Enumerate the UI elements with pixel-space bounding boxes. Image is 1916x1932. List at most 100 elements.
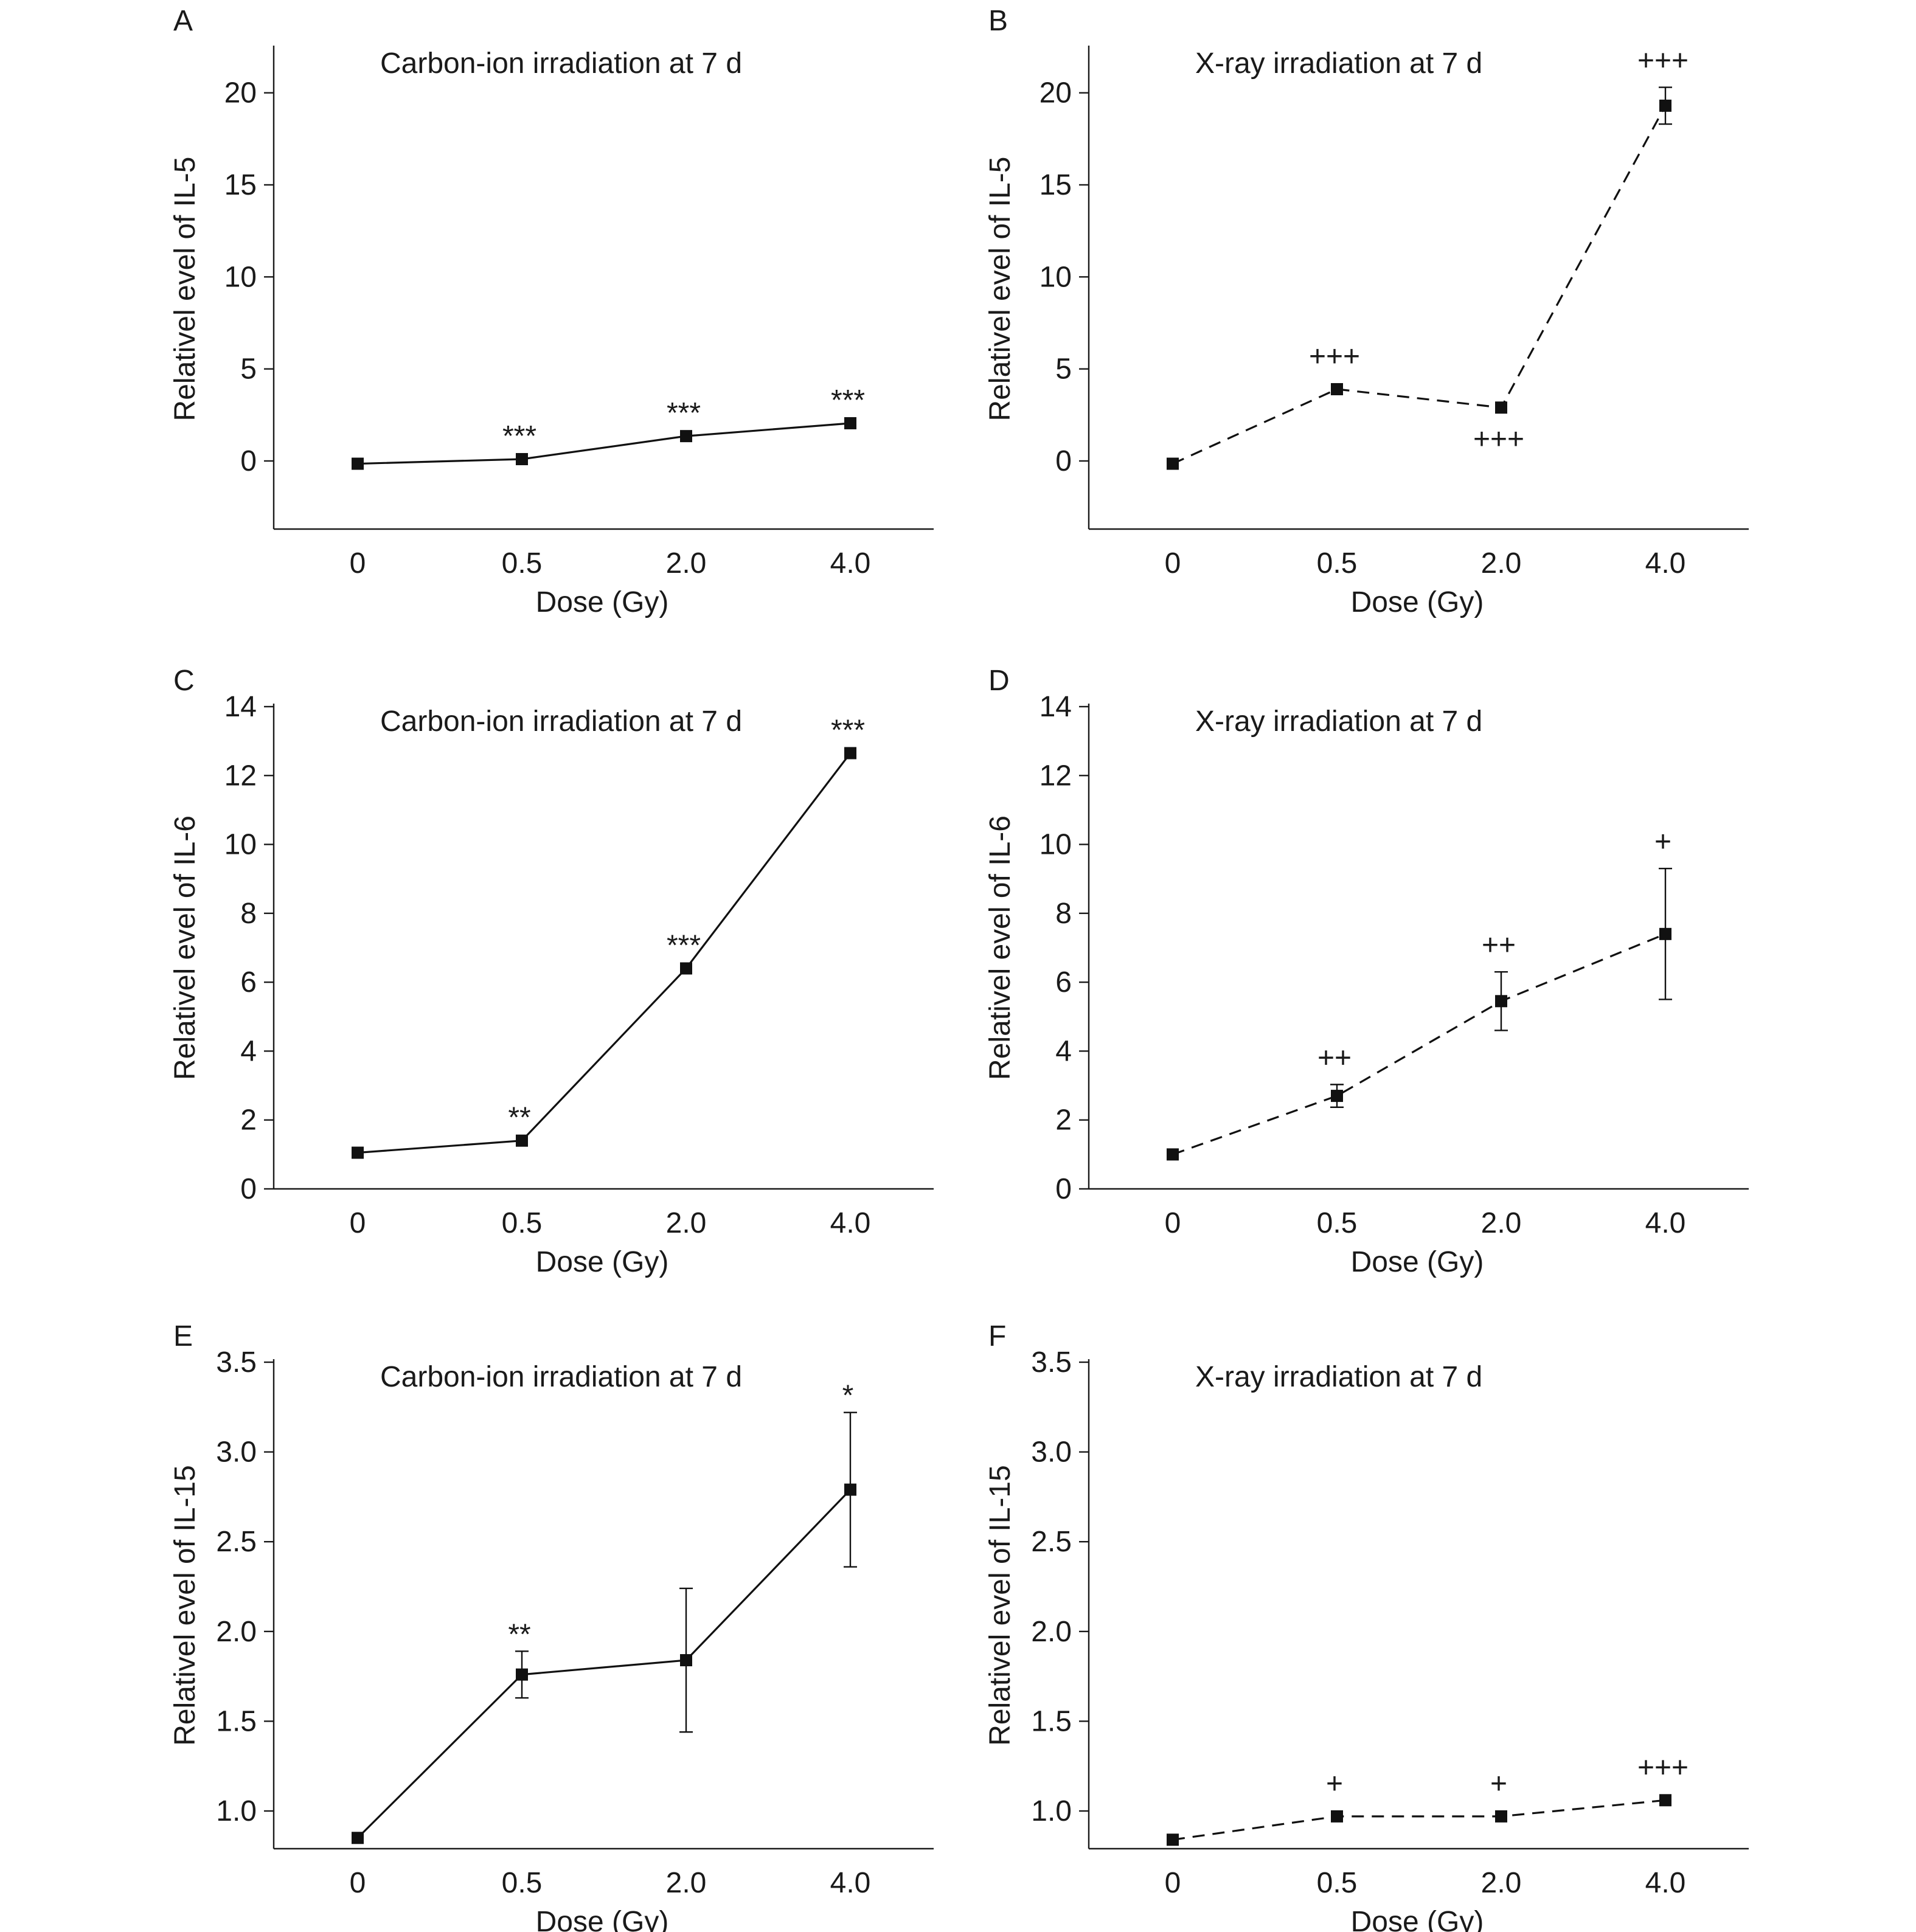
data-point bbox=[516, 1668, 528, 1681]
x-tick-label: 0.5 bbox=[502, 1207, 543, 1239]
y-tick-label: 10 bbox=[1040, 261, 1072, 293]
series-line bbox=[1172, 105, 1667, 465]
data-point bbox=[352, 457, 364, 470]
data-point bbox=[844, 747, 856, 760]
significance-label: ** bbox=[508, 1102, 530, 1134]
y-axis-title: Relativel evel of IL-5 bbox=[169, 157, 201, 421]
x-tick-label: 2.0 bbox=[1481, 1207, 1522, 1239]
y-tick-label: 0 bbox=[1055, 445, 1072, 477]
y-tick-label: 4 bbox=[1055, 1035, 1072, 1067]
x-tick-label: 4.0 bbox=[830, 547, 871, 580]
panel-label: E bbox=[173, 1320, 193, 1352]
y-tick-label: 10 bbox=[224, 829, 257, 861]
panel-label: A bbox=[173, 5, 193, 37]
chart-title: X-ray irradiation at 7 d bbox=[1195, 1361, 1482, 1393]
significance-label: *** bbox=[831, 714, 865, 746]
y-tick-label: 2.0 bbox=[1031, 1616, 1072, 1648]
panel-label: D bbox=[988, 665, 1010, 697]
data-point bbox=[1495, 1810, 1507, 1823]
data-point bbox=[352, 1832, 364, 1844]
series-line bbox=[1172, 933, 1666, 1155]
y-tick-label: 20 bbox=[1040, 77, 1072, 109]
y-tick-label: 8 bbox=[240, 898, 257, 930]
data-point bbox=[680, 1654, 692, 1667]
x-tick-label: 0.5 bbox=[1317, 1207, 1358, 1239]
significance-label: *** bbox=[667, 397, 701, 429]
data-point bbox=[1331, 1810, 1343, 1823]
x-tick-label: 0 bbox=[1165, 1867, 1181, 1899]
data-point bbox=[1331, 383, 1343, 395]
x-tick-label: 0.5 bbox=[1317, 547, 1358, 580]
y-tick-label: 15 bbox=[1040, 169, 1072, 201]
y-tick-label: 8 bbox=[1055, 898, 1072, 930]
data-point bbox=[1659, 99, 1671, 112]
x-axis-title: Dose (Gy) bbox=[536, 1906, 669, 1932]
panel-a: A 0 5 10 15 20 0 0.5 2.0 4.0 Dose (Gy) Relativel ev… bbox=[169, 5, 934, 618]
y-tick-label: 14 bbox=[1040, 691, 1072, 723]
panel-b: B 0 5 10 15 20 0 0.5 2.0 4.0 Dose (Gy) Relativel ev… bbox=[984, 5, 1749, 618]
data-point bbox=[1331, 1090, 1343, 1103]
y-axis-title: Relativel evel of IL-6 bbox=[169, 815, 201, 1080]
panel-e: E 1.0 1.5 2.0 2.5 3.0 3.5 0 0.5 2.0 4.0 Dose (Gy) Re… bbox=[169, 1320, 934, 1932]
y-tick-label: 12 bbox=[224, 760, 257, 792]
x-tick-label: 2.0 bbox=[666, 1207, 707, 1239]
y-tick-label: 1.5 bbox=[216, 1705, 257, 1737]
y-tick-label: 6 bbox=[240, 966, 257, 999]
chart-title: Carbon-ion irradiation at 7 d bbox=[380, 47, 742, 80]
x-tick-label: 2.0 bbox=[1481, 1867, 1522, 1899]
x-axis-title: Dose (Gy) bbox=[536, 586, 669, 618]
data-point bbox=[1659, 927, 1671, 940]
data-point bbox=[1167, 1148, 1179, 1161]
significance-label: *** bbox=[831, 384, 865, 417]
y-tick-label: 2.5 bbox=[1031, 1526, 1072, 1558]
x-tick-label: 0 bbox=[1165, 1207, 1181, 1239]
y-tick-label: 2 bbox=[1055, 1104, 1072, 1137]
x-tick-label: 0.5 bbox=[1317, 1867, 1358, 1899]
significance-label: *** bbox=[667, 929, 701, 961]
panel-label: C bbox=[173, 665, 195, 697]
x-tick-label: 0.5 bbox=[502, 1867, 543, 1899]
y-axis-title: Relativel evel of IL-15 bbox=[984, 1465, 1016, 1746]
data-point bbox=[1495, 401, 1507, 414]
x-tick-label: 0 bbox=[350, 1207, 366, 1239]
y-tick-label: 15 bbox=[224, 169, 257, 201]
y-tick-label: 5 bbox=[240, 353, 257, 386]
data-point bbox=[352, 1146, 364, 1159]
y-tick-label: 2.0 bbox=[216, 1616, 257, 1648]
significance-label: *** bbox=[502, 420, 536, 452]
significance-label: ++ bbox=[1482, 929, 1516, 961]
chart-title: X-ray irradiation at 7 d bbox=[1195, 47, 1482, 80]
y-tick-label: 14 bbox=[224, 691, 257, 723]
y-axis-title: Relativel evel of IL-5 bbox=[984, 157, 1016, 421]
x-axis-title: Dose (Gy) bbox=[1351, 1246, 1484, 1278]
y-tick-label: 0 bbox=[240, 445, 257, 477]
x-tick-label: 0 bbox=[350, 547, 366, 580]
y-tick-label: 0 bbox=[1055, 1173, 1072, 1205]
data-point bbox=[1659, 1794, 1671, 1807]
y-tick-label: 10 bbox=[224, 261, 257, 293]
y-tick-label: 6 bbox=[1055, 966, 1072, 999]
data-point bbox=[516, 452, 528, 465]
x-tick-label: 4.0 bbox=[1645, 1207, 1686, 1239]
x-tick-label: 4.0 bbox=[830, 1867, 871, 1899]
panel-c: C 0 2 4 6 8 10 12 14 0 0.5 2.0 4.0 Dose (Gy) Relativel… bbox=[169, 665, 934, 1278]
x-axis-title: Dose (Gy) bbox=[1351, 586, 1484, 618]
series-line bbox=[1172, 1799, 1666, 1841]
x-tick-label: 0.5 bbox=[502, 547, 543, 580]
significance-label: +++ bbox=[1637, 45, 1689, 77]
data-point bbox=[1167, 1833, 1179, 1846]
y-tick-label: 0 bbox=[240, 1173, 257, 1205]
data-point bbox=[844, 1483, 856, 1496]
y-tick-label: 4 bbox=[240, 1035, 257, 1067]
significance-label: ++ bbox=[1317, 1042, 1352, 1074]
data-point bbox=[516, 1134, 528, 1147]
x-tick-label: 4.0 bbox=[830, 1207, 871, 1239]
y-tick-label: 1.0 bbox=[216, 1795, 257, 1827]
y-axis-title: Relativel evel of IL-6 bbox=[984, 815, 1016, 1080]
significance-label: +++ bbox=[1637, 1751, 1689, 1784]
data-point bbox=[680, 962, 692, 975]
series-line bbox=[357, 422, 851, 465]
data-point bbox=[1167, 457, 1179, 470]
y-tick-label: 20 bbox=[224, 77, 257, 109]
y-axis-title: Relativel evel of IL-15 bbox=[169, 1465, 201, 1746]
